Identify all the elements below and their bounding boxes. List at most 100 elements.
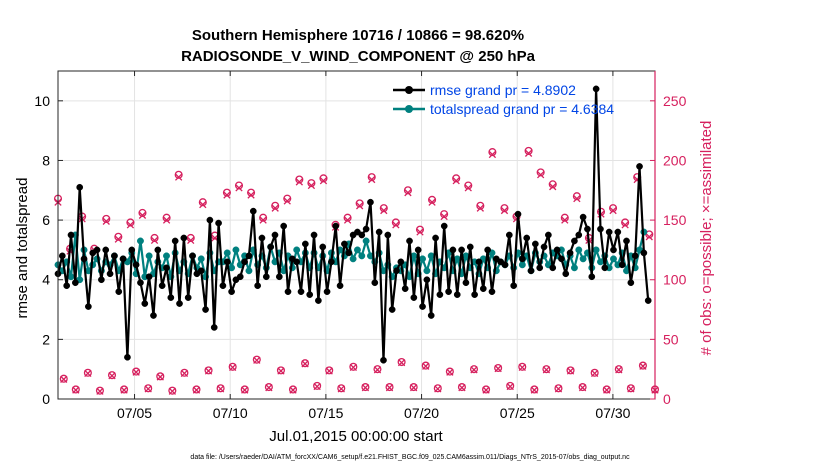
rmse-point: [236, 273, 244, 281]
obs-possible-marker: [609, 204, 618, 213]
obs-cross-stroke: [349, 363, 357, 372]
obs-cross-stroke: [301, 360, 309, 368]
rmse-point: [479, 285, 487, 293]
obs-assimilated-marker: [428, 198, 436, 206]
obs-possible-marker: [361, 383, 370, 392]
obs-cross-stroke: [645, 233, 653, 241]
rmse-point: [323, 288, 331, 296]
rmse-point: [505, 231, 513, 239]
obs-assimilated-marker: [343, 216, 352, 224]
obs-cross-stroke: [295, 178, 303, 186]
x-tick-label: 07/15: [308, 405, 343, 421]
obs-assimilated-marker: [368, 175, 376, 184]
rmse-point: [636, 163, 643, 170]
obs-assimilated-marker: [187, 236, 195, 245]
rmse-point: [601, 264, 609, 272]
obs-cross-stroke: [470, 366, 478, 374]
obs-assimilated-marker: [277, 367, 285, 375]
obs-possible-marker: [409, 383, 418, 392]
legend-label-rmse: rmse grand pr = 4.8902: [430, 82, 576, 98]
rmse-point: [575, 231, 583, 239]
obs-cross-stroke: [440, 212, 448, 221]
obs-assimilated-marker: [627, 385, 635, 393]
rmse-point: [605, 228, 613, 236]
rmse-point: [536, 264, 544, 272]
obs-assimilated-marker: [199, 200, 207, 209]
obs-assimilated-marker: [524, 149, 533, 157]
obs-possible-marker: [71, 385, 80, 394]
obs-possible-marker: [494, 363, 503, 373]
obs-cross-stroke: [542, 366, 551, 374]
obs-assimilated-marker: [578, 384, 587, 392]
rmse-point: [549, 264, 557, 272]
obs-cross-stroke: [337, 385, 345, 393]
obs-assimilated-marker: [470, 366, 478, 374]
obs-assimilated-marker: [156, 373, 164, 381]
obs-possible-marker: [379, 204, 388, 213]
obs-assimilated-marker: [259, 216, 267, 224]
legend-marker-rmse: [405, 86, 413, 94]
rmse-point: [267, 243, 274, 251]
obs-cross-stroke: [156, 373, 164, 381]
rmse-point: [584, 225, 591, 233]
obs-cross-stroke: [494, 364, 502, 373]
obs-assimilated-marker: [494, 364, 502, 373]
obs-assimilated-marker: [319, 177, 328, 185]
obs-possible-marker: [276, 366, 285, 375]
rmse-point: [644, 297, 652, 304]
obs-possible-marker: [192, 385, 201, 394]
obs-assimilated-marker: [404, 188, 412, 197]
obs-cross-stroke: [566, 367, 575, 375]
rmse-point: [319, 243, 327, 251]
obs-assimilated-marker: [144, 385, 152, 393]
x-axis-label: Jul.01,2015 00:00:00 start: [269, 428, 443, 445]
rmse-point: [375, 228, 383, 236]
rmse-point: [98, 276, 105, 284]
obs-assimilated-marker: [180, 369, 189, 378]
spread-point: [223, 249, 231, 257]
rmse-point: [419, 303, 426, 310]
obs-cross-stroke: [380, 206, 388, 215]
obs-possible-marker: [234, 181, 244, 190]
obs-cross-stroke: [253, 356, 261, 364]
obs-possible-marker: [506, 381, 515, 390]
obs-possible-marker: [560, 213, 569, 222]
rmse-point: [566, 249, 574, 257]
obs-possible-marker: [590, 368, 599, 377]
obs-cross-stroke: [168, 387, 176, 395]
rmse-point: [80, 255, 88, 263]
obs-cross-stroke: [199, 200, 207, 209]
obs-possible-marker: [626, 384, 635, 393]
rmse-point: [145, 273, 153, 281]
obs-assimilated-marker: [397, 358, 406, 367]
rmse-point: [58, 252, 66, 260]
obs-assimilated-marker: [162, 216, 171, 224]
obs-assimilated-marker: [307, 181, 316, 190]
rmse-point: [571, 237, 578, 245]
y-axis-left-label: rmse and totalspread: [14, 178, 31, 319]
rmse-point: [367, 198, 374, 206]
obs-cross-stroke: [126, 221, 135, 229]
obs-possible-marker: [271, 201, 280, 210]
y-left-tick-label: 0: [42, 391, 50, 407]
obs-possible-marker: [301, 359, 310, 368]
spread-point: [518, 261, 526, 269]
rmse-point: [440, 222, 448, 230]
obs-cross-stroke: [518, 363, 526, 372]
obs-assimilated-marker: [621, 221, 629, 229]
obs-assimilated-marker: [542, 366, 551, 374]
obs-assimilated-marker: [295, 178, 303, 186]
rmse-point: [241, 258, 248, 266]
obs-cross-stroke: [416, 228, 424, 236]
obs-cross-stroke: [500, 206, 509, 215]
obs-cross-stroke: [404, 188, 412, 197]
rmse-point: [380, 356, 387, 364]
rmse-point: [631, 252, 639, 260]
rmse-point: [137, 279, 144, 287]
rmse-point: [384, 231, 392, 239]
obs-cross-stroke: [325, 367, 333, 375]
spread-point: [423, 267, 431, 275]
rmse-point: [532, 240, 539, 248]
rmse-point: [284, 288, 292, 296]
rmse-point: [336, 282, 344, 290]
